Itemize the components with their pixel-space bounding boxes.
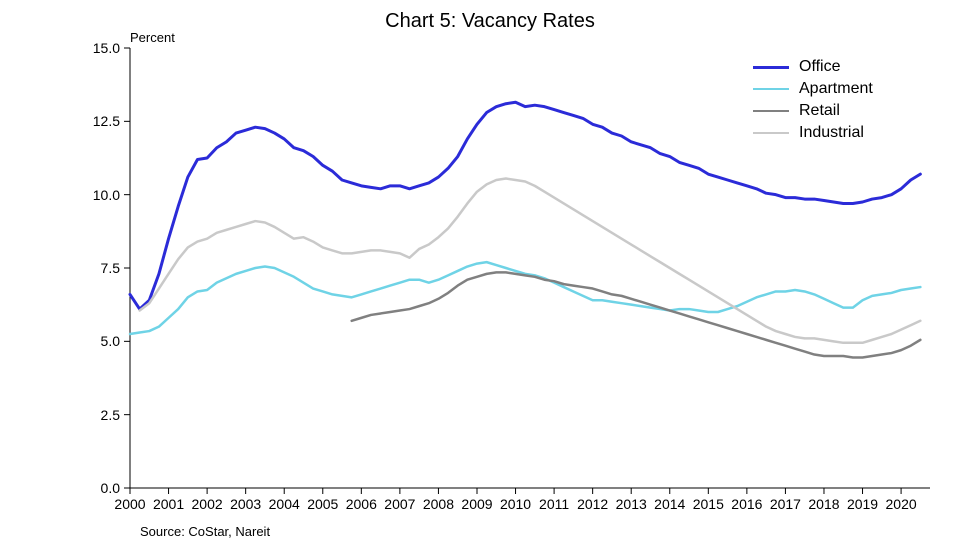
y-tick-label: 15.0 [75,40,120,56]
x-tick-label: 2008 [418,496,458,512]
series-industrial [140,179,921,343]
x-tick-label: 2011 [534,496,574,512]
x-tick-label: 2014 [650,496,690,512]
x-tick-label: 2018 [804,496,844,512]
x-tick-label: 2013 [611,496,651,512]
x-tick-label: 2007 [380,496,420,512]
x-tick-label: 2006 [341,496,381,512]
y-tick-label: 5.0 [75,333,120,349]
series-retail [352,272,921,357]
legend-swatch [753,66,789,69]
x-tick-label: 2005 [303,496,343,512]
y-tick-label: 2.5 [75,407,120,423]
y-tick-label: 0.0 [75,480,120,496]
legend-item-apartment: Apartment [753,80,873,98]
legend-item-retail: Retail [753,102,873,120]
x-tick-label: 2019 [843,496,883,512]
x-tick-label: 2015 [688,496,728,512]
x-tick-label: 2017 [765,496,805,512]
legend-label: Retail [799,102,840,120]
legend-item-industrial: Industrial [753,124,873,142]
x-tick-label: 2002 [187,496,227,512]
legend-swatch [753,132,789,134]
x-tick-label: 2020 [881,496,921,512]
legend: Office Apartment Retail Industrial [753,58,873,146]
x-tick-label: 2000 [110,496,150,512]
legend-label: Apartment [799,80,873,98]
x-tick-label: 2001 [149,496,189,512]
x-tick-label: 2012 [573,496,613,512]
legend-swatch [753,88,789,90]
legend-swatch [753,110,789,112]
legend-label: Industrial [799,124,864,142]
series-apartment [130,262,920,334]
vacancy-chart: Chart 5: Vacancy Rates Percent 0.02.55.0… [0,0,980,551]
x-tick-label: 2004 [264,496,304,512]
y-tick-label: 12.5 [75,113,120,129]
source-text: Source: CoStar, Nareit [140,524,270,539]
y-tick-label: 10.0 [75,187,120,203]
y-tick-label: 7.5 [75,260,120,276]
legend-item-office: Office [753,58,873,76]
x-tick-label: 2003 [226,496,266,512]
x-tick-label: 2009 [457,496,497,512]
legend-label: Office [799,58,841,76]
x-tick-label: 2010 [496,496,536,512]
x-tick-label: 2016 [727,496,767,512]
